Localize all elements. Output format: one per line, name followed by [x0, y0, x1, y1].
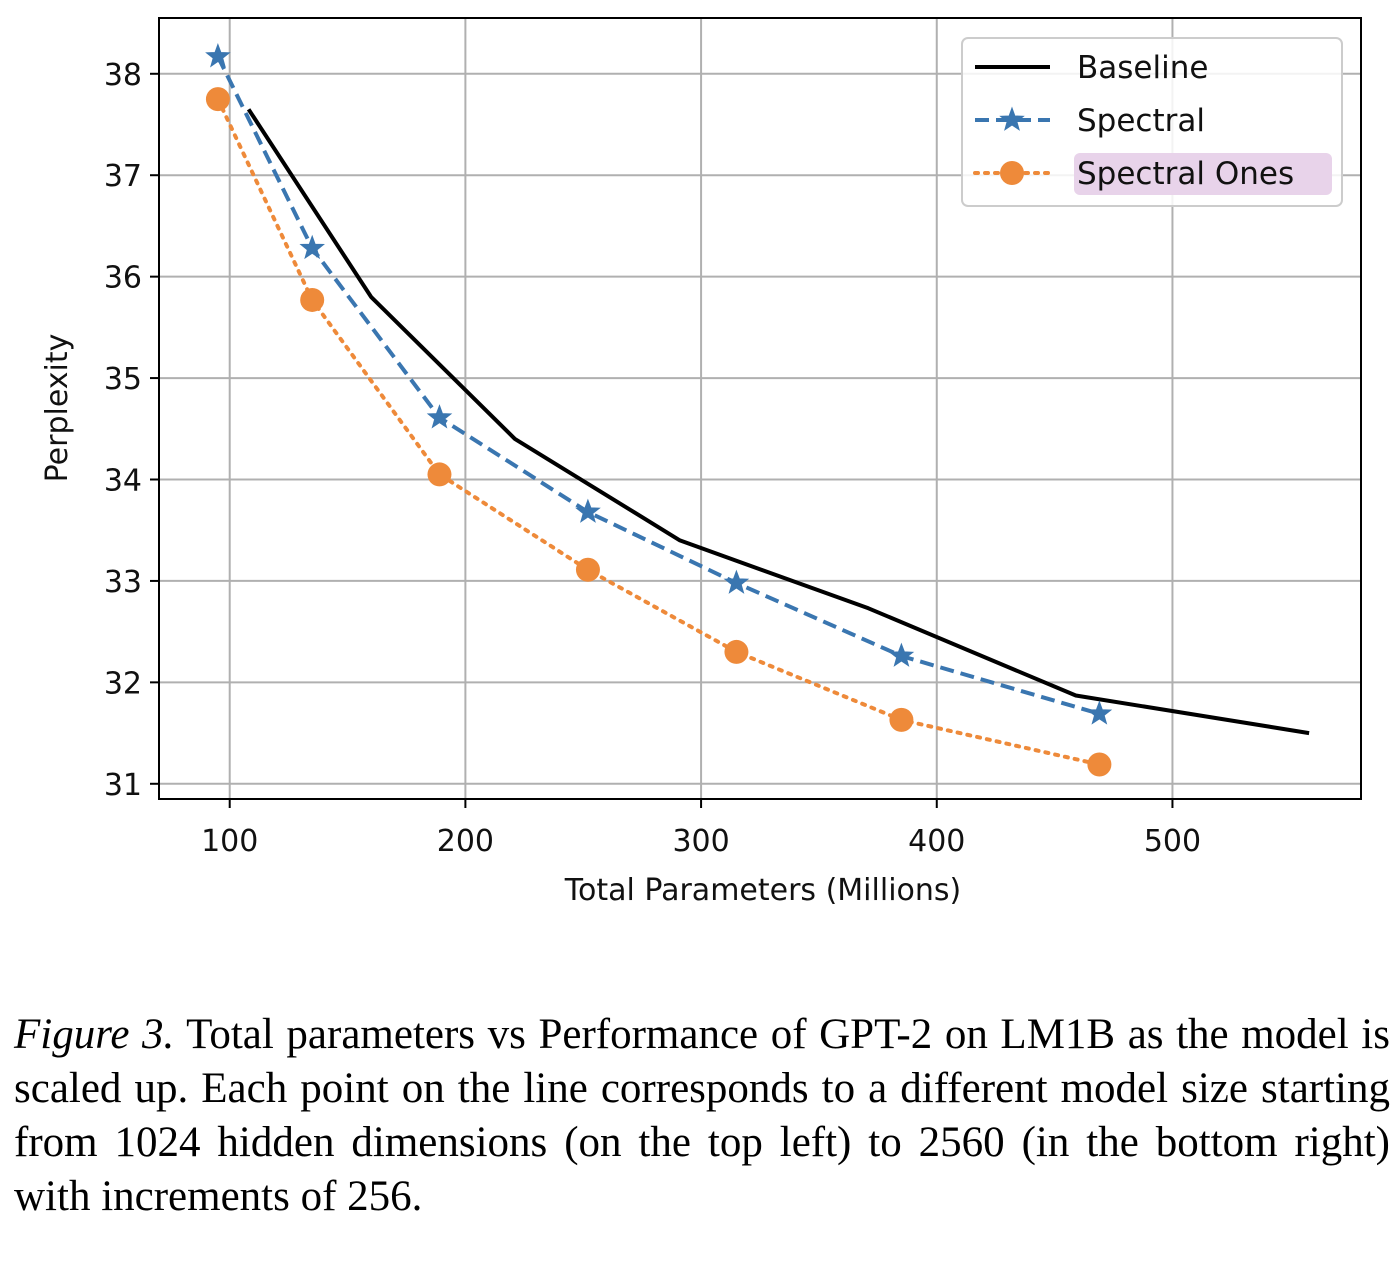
series-spectral-ones: [205, 87, 1112, 777]
y-tick-label: 38: [104, 58, 142, 93]
legend-label-spectral-ones: Spectral Ones: [1077, 156, 1294, 192]
data-point-spectral-ones: [575, 557, 600, 582]
figure-label: Figure 3.: [14, 1011, 175, 1058]
x-tick-label: 200: [437, 824, 494, 859]
data-point-spectral: [575, 498, 601, 523]
data-point-spectral: [888, 642, 915, 667]
legend-label-spectral: Spectral: [1077, 103, 1205, 139]
data-point-spectral: [723, 569, 750, 594]
data-point-spectral-ones: [205, 87, 230, 112]
x-tick-label: 400: [908, 824, 965, 859]
legend-marker-spectral: [999, 106, 1025, 131]
data-point-spectral-ones: [889, 707, 914, 732]
data-point-spectral: [426, 404, 453, 429]
data-point-spectral-ones: [1087, 752, 1112, 777]
x-tick-label: 500: [1144, 824, 1201, 859]
y-tick-label: 36: [104, 261, 142, 296]
series-line-baseline: [246, 108, 1310, 736]
data-point-spectral-ones: [427, 462, 452, 487]
series-layer: [205, 43, 1310, 777]
series-baseline: [246, 108, 1310, 736]
x-tick-label: 100: [201, 824, 258, 859]
y-tick-label: 37: [104, 159, 142, 194]
x-axis-label: Total Parameters (Millions): [564, 873, 961, 908]
data-point-spectral: [205, 43, 231, 68]
y-tick-label: 34: [104, 464, 142, 499]
data-point-spectral: [1086, 700, 1113, 725]
data-point-spectral-ones: [300, 287, 325, 312]
legend: Baseline Spectral Spectral Ones: [961, 37, 1343, 207]
chart: 100 200 300 400 500 31 32 33 34 35 36 37 38 Total Pa…: [40, 17, 1362, 908]
x-tick-label: 300: [672, 824, 729, 859]
figure-caption: Figure 3. Total parameters vs Performanc…: [14, 1008, 1390, 1224]
legend-marker-spectral-ones: [1000, 161, 1024, 185]
plot-frame: [158, 17, 1362, 800]
y-tick-label: 31: [104, 768, 142, 803]
legend-highlight: [1074, 153, 1332, 195]
y-tick-label: 33: [104, 565, 142, 600]
caption-text: Total parameters vs Performance of GPT-2…: [14, 1011, 1390, 1220]
data-point-spectral-ones: [724, 639, 749, 664]
y-axis-label: Perplexity: [40, 334, 75, 483]
y-tick-label: 32: [104, 666, 142, 701]
y-tick-label: 35: [104, 362, 142, 397]
data-point-spectral: [299, 234, 325, 260]
axis-ticks: 100 200 300 400 500 31 32 33 34 35 36 37 38: [104, 58, 1201, 859]
series-spectral: [205, 43, 1113, 725]
legend-label-baseline: Baseline: [1077, 50, 1208, 86]
